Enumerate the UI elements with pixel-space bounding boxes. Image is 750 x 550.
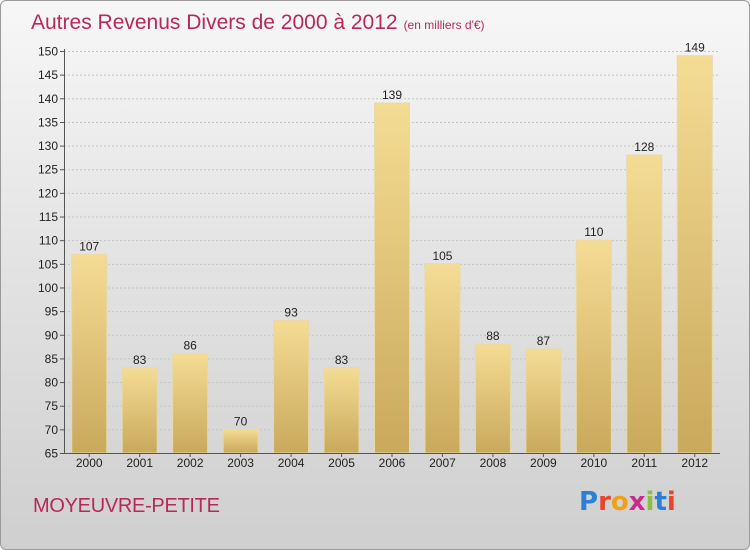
- bar-value-label: 88: [486, 329, 500, 343]
- bar-value-label: 83: [335, 353, 349, 367]
- bar: [474, 343, 511, 454]
- bar-value-label: 87: [537, 334, 551, 348]
- y-tick-label: 90: [45, 328, 59, 342]
- bars: 107 83 86 70 93 83 139 105 88 87 110 128 149: [71, 41, 713, 454]
- y-tick-label: 105: [38, 257, 58, 271]
- y-tick-label: 95: [45, 305, 59, 319]
- y-tick-label: 150: [38, 45, 58, 59]
- x-tick-label: 2003: [227, 456, 254, 470]
- bar: [575, 239, 612, 454]
- bar: [121, 367, 158, 454]
- logo-letter: i: [645, 487, 655, 517]
- x-tick-label: 2007: [429, 456, 456, 470]
- x-tick-label: 2004: [278, 456, 305, 470]
- x-tick-label: 2000: [76, 456, 103, 470]
- bar: [374, 102, 410, 454]
- bar-value-label: 110: [584, 225, 603, 239]
- x-tick-label: 2005: [328, 456, 355, 470]
- proxiti-logo[interactable]: Proxiti: [579, 487, 676, 517]
- bar-value-label: 83: [133, 353, 147, 367]
- y-tick-label: 65: [45, 447, 59, 461]
- chart-subtitle: (en milliers d'€): [403, 18, 485, 32]
- bar-value-label: 139: [382, 88, 402, 102]
- x-tick-label: 2009: [530, 456, 557, 470]
- x-tick-label: 2012: [681, 456, 708, 470]
- y-tick-label: 85: [45, 352, 59, 366]
- logo-letter: r: [598, 487, 611, 517]
- x-tick-label: 2008: [480, 456, 507, 470]
- bar: [71, 253, 108, 454]
- logo-letter: i: [666, 487, 676, 517]
- bar: [626, 154, 663, 454]
- y-tick-label: 120: [38, 186, 58, 200]
- bar: [222, 428, 259, 454]
- bar-value-label: 107: [79, 239, 99, 253]
- y-tick-label: 75: [45, 399, 59, 413]
- commune-name: MOYEUVRE-PETITE: [33, 495, 220, 517]
- bar-value-label: 128: [634, 140, 654, 154]
- y-tick-label: 130: [38, 139, 58, 153]
- x-tick-label: 2001: [126, 456, 153, 470]
- y-tick-label: 80: [45, 376, 59, 390]
- x-tick-label: 2006: [379, 456, 406, 470]
- y-tick-label: 115: [39, 210, 58, 224]
- bar-value-label: 70: [234, 414, 248, 428]
- chart-title-text: Autres Revenus Divers de 2000 à 2012: [31, 11, 398, 34]
- y-tick-label: 135: [38, 115, 58, 129]
- bar-value-label: 105: [432, 249, 452, 263]
- bar: [676, 55, 713, 454]
- logo-letter: o: [610, 487, 629, 517]
- bar: [273, 320, 310, 454]
- bar-value-label: 93: [284, 306, 298, 320]
- bar: [323, 367, 360, 454]
- bar: [525, 348, 562, 454]
- logo-letter: t: [654, 487, 667, 517]
- logo-letter: P: [579, 487, 599, 517]
- axes: 65 70 75 80 85 90 95 100 105 110 115 120 125 130 135 14…: [38, 45, 720, 470]
- logo-letter: x: [628, 487, 646, 517]
- y-tick-label: 110: [39, 234, 58, 248]
- y-tick-label: 70: [45, 423, 59, 437]
- x-tick-label: 2002: [177, 456, 204, 470]
- x-tick-label: 2010: [580, 456, 607, 470]
- y-tick-label: 145: [38, 68, 58, 82]
- bar: [172, 353, 209, 454]
- y-tick-label: 100: [38, 281, 58, 295]
- y-tick-label: 125: [38, 163, 58, 177]
- bar: [424, 263, 461, 454]
- bar-value-label: 149: [685, 41, 705, 55]
- y-tick-label: 140: [38, 92, 58, 106]
- bar-value-label: 86: [183, 339, 197, 353]
- x-tick-label: 2011: [631, 456, 657, 470]
- chart-title: Autres Revenus Divers de 2000 à 2012 (en …: [31, 11, 485, 35]
